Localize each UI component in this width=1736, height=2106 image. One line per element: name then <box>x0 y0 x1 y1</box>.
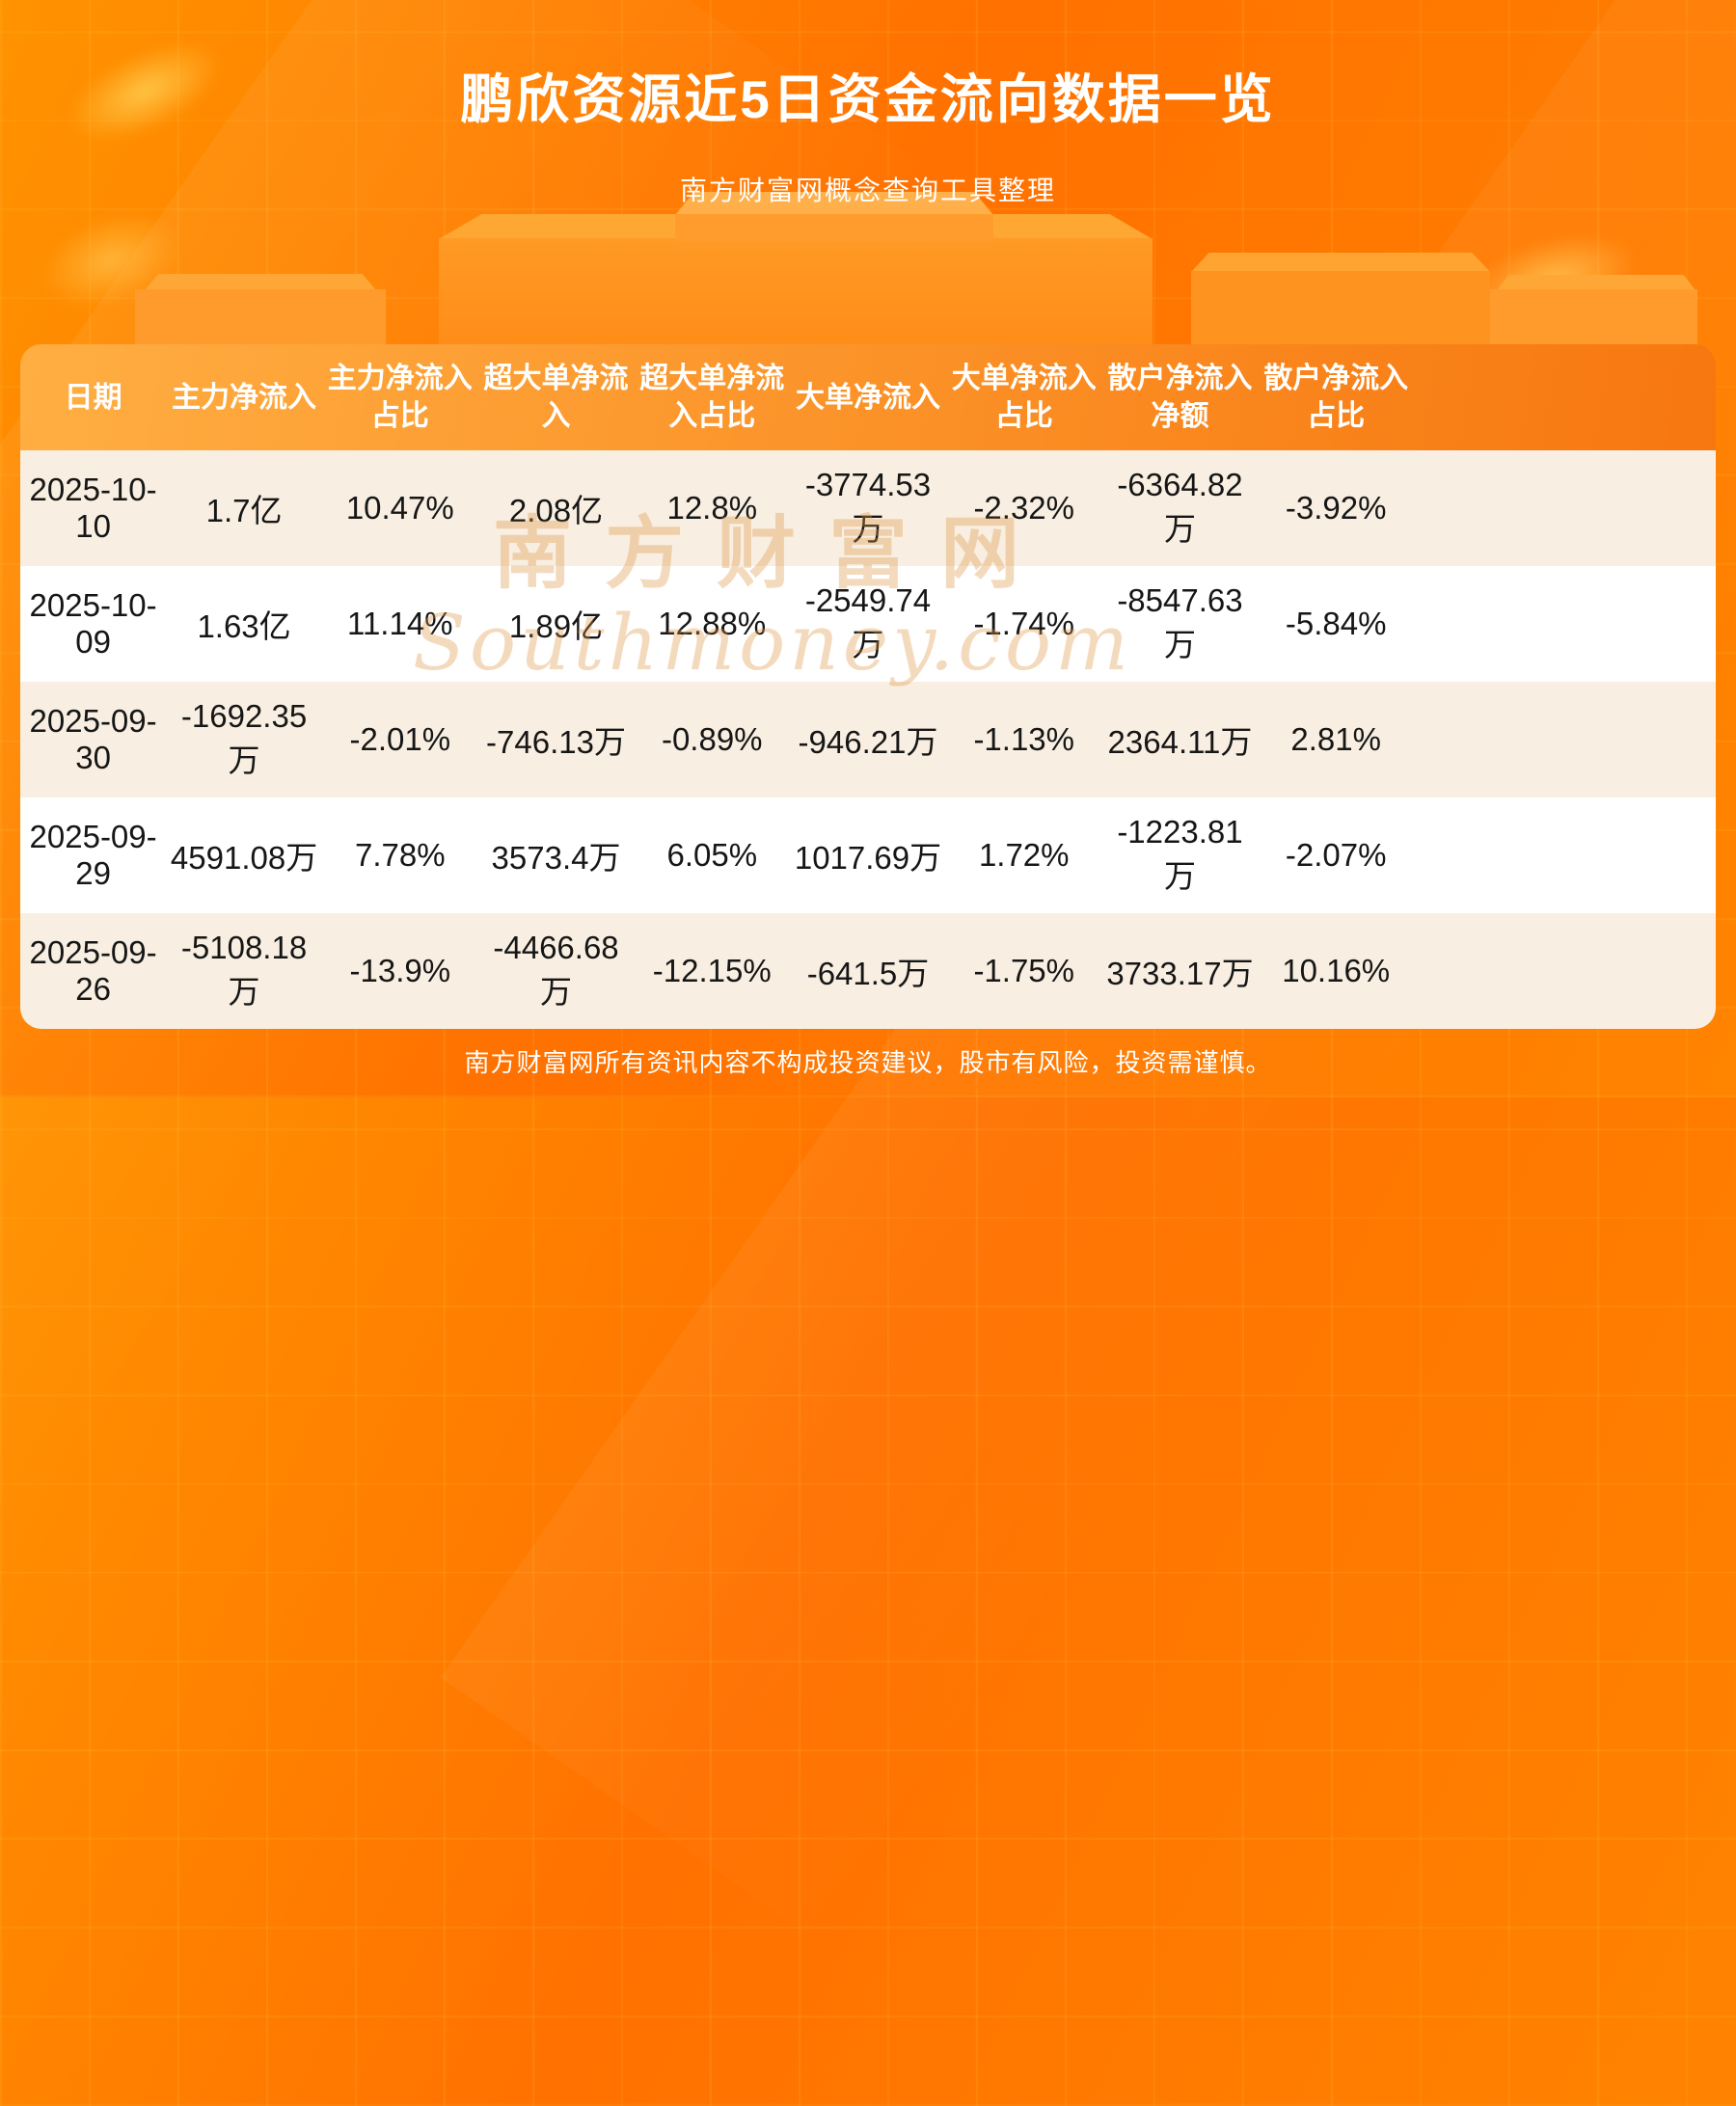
value-cell: -3774.53万 <box>790 450 946 566</box>
value-cell: 12.8% <box>634 450 791 566</box>
date-cell: 2025-10-10 <box>20 450 167 566</box>
podium-shape <box>135 289 386 346</box>
table-row: 2025-10-09 1.63亿 11.14% 1.89亿 12.88% -2549.74… <box>20 566 1716 682</box>
value-cell: 1.63亿 <box>166 566 322 682</box>
data-table: 日期 主力净流入 主力净流入 占比 超大单净流 入 超大单净流 入占比 大单净流… <box>20 344 1716 1029</box>
value-cell: -746.13万 <box>477 682 635 797</box>
value-cell: -641.5万 <box>790 913 946 1029</box>
glow-swoosh-decoration <box>1458 218 1647 342</box>
podium-shape <box>145 274 376 290</box>
value-cell: 10.47% <box>321 450 478 566</box>
date-cell: 2025-10-09 <box>20 566 167 682</box>
value-cell: -5.84% <box>1258 566 1415 682</box>
table-row: 2025-09-29 4591.08万 7.78% 3573.4万 6.05% 1017.… <box>20 797 1716 913</box>
value-cell: -8547.63万 <box>1101 566 1259 682</box>
value-cell: -1.75% <box>945 913 1102 1029</box>
masthead: 鹏欣资源近5日资金流向数据一览 南方财富网概念查询工具整理 <box>0 0 1736 208</box>
value-cell: 2364.11万 <box>1101 682 1259 797</box>
value-cell: -2.01% <box>321 682 478 797</box>
value-cell: -946.21万 <box>790 682 946 797</box>
table-row: 2025-09-26 -5108.18万 -13.9% -4466.68万 -12.15… <box>20 913 1716 1029</box>
column-header-retail-net-inflow-ratio: 散户净流入 占比 <box>1263 363 1409 432</box>
table-header-band <box>20 344 1716 450</box>
date-cell: 2025-09-30 <box>20 682 167 797</box>
value-cell: -1692.35万 <box>166 682 322 797</box>
table-row: 2025-09-30 -1692.35万 -2.01% -746.13万 -0.89% -… <box>20 682 1716 797</box>
date-cell: 2025-09-26 <box>20 913 167 1029</box>
disclaimer: 南方财富网所有资讯内容不构成投资建议，股市有风险，投资需谨慎。 <box>464 1048 1272 1077</box>
table-body: 2025-10-10 1.7亿 10.47% 2.08亿 12.8% -3774.53万 -… <box>20 450 1716 1029</box>
column-header-xl-order-net-inflow: 超大单净流 入 <box>483 363 629 432</box>
column-header-xl-order-net-inflow-ratio: 超大单净流 入占比 <box>639 363 785 432</box>
value-cell: 2.81% <box>1258 682 1415 797</box>
column-header-spacer <box>1414 344 1716 450</box>
spacer-cell <box>1414 797 1716 913</box>
value-cell: -13.9% <box>321 913 478 1029</box>
value-cell: 6.05% <box>634 797 791 913</box>
value-cell: -5108.18万 <box>166 913 322 1029</box>
date-cell: 2025-09-29 <box>20 797 167 913</box>
value-cell: -1.74% <box>945 566 1102 682</box>
value-cell: -1223.81万 <box>1101 797 1259 913</box>
value-cell: 1.7亿 <box>166 450 322 566</box>
podium-shape <box>1490 289 1697 346</box>
value-cell: -2.32% <box>945 450 1102 566</box>
spacer-cell <box>1414 450 1716 566</box>
column-header-main-net-inflow: 主力净流入 <box>172 381 317 414</box>
value-cell: -1.13% <box>945 682 1102 797</box>
header-row: 日期 主力净流入 主力净流入 占比 超大单净流 入 超大单净流 入占比 大单净流… <box>20 344 1716 450</box>
spacer-cell <box>1414 566 1716 682</box>
value-cell: -4466.68万 <box>477 913 635 1029</box>
table-row: 2025-10-10 1.7亿 10.47% 2.08亿 12.8% -3774.53万 -… <box>20 450 1716 566</box>
value-cell: -0.89% <box>634 682 791 797</box>
value-cell: 1.72% <box>945 797 1102 913</box>
value-cell: 4591.08万 <box>166 797 322 913</box>
column-header-main-net-inflow-ratio: 主力净流入 占比 <box>327 363 473 432</box>
value-cell: 1017.69万 <box>790 797 946 913</box>
podium-shape <box>439 214 1153 239</box>
value-cell: 2.08亿 <box>477 450 635 566</box>
column-header-large-order-net-inflow-ratio: 大单净流入 占比 <box>951 363 1097 432</box>
value-cell: 11.14% <box>321 566 478 682</box>
value-cell: 3573.4万 <box>477 797 635 913</box>
value-cell: -6364.82万 <box>1101 450 1259 566</box>
column-header-large-order-net-inflow: 大单净流入 <box>795 381 940 414</box>
value-cell: -3.92% <box>1258 450 1415 566</box>
page-subtitle: 南方财富网概念查询工具整理 <box>679 176 1056 205</box>
podium-shape <box>675 214 993 241</box>
column-header-retail-net-inflow: 散户净流入 净额 <box>1107 363 1253 432</box>
podium-shape <box>1191 271 1490 346</box>
value-cell: 10.16% <box>1258 913 1415 1029</box>
value-cell: -2.07% <box>1258 797 1415 913</box>
page-title: 鹏欣资源近5日资金流向数据一览 <box>460 69 1276 129</box>
fund-flow-table: 日期 主力净流入 主力净流入 占比 超大单净流 入 超大单净流 入占比 大单净流… <box>20 344 1716 1029</box>
value-cell: 7.78% <box>321 797 478 913</box>
value-cell: -2549.74万 <box>790 566 946 682</box>
value-cell: 1.89亿 <box>477 566 635 682</box>
podium-shape <box>1191 253 1490 272</box>
podium-shape <box>1497 275 1695 290</box>
glow-swoosh-decoration <box>28 195 194 326</box>
value-cell: 12.88% <box>634 566 791 682</box>
value-cell: -12.15% <box>634 913 791 1029</box>
spacer-cell <box>1414 682 1716 797</box>
spacer-cell <box>1414 913 1716 1029</box>
column-header-date: 日期 <box>64 381 122 414</box>
value-cell: 3733.17万 <box>1101 913 1259 1029</box>
podium-shape <box>439 238 1153 346</box>
